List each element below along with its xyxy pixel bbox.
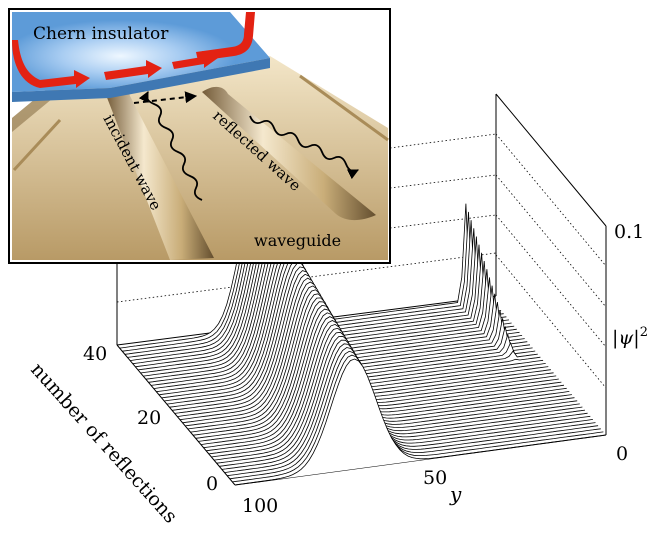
r-tick-20: 20 (137, 407, 161, 429)
waterfall-trace (234, 358, 607, 486)
waterfall-trace (221, 339, 593, 470)
waterfall-trace (213, 327, 586, 461)
waveguide-label: waveguide (254, 231, 341, 250)
waterfall-trace (208, 320, 580, 455)
waterfall-trace (203, 312, 575, 449)
trace-fill (179, 278, 551, 420)
z-tick-bottom: 0 (616, 443, 628, 465)
chern-insulator-side (12, 58, 270, 102)
incident-wave-arrow (138, 91, 203, 201)
waterfall-trace (229, 350, 601, 480)
edge-state-arrows (12, 12, 255, 88)
reflected-wave-arrow (249, 115, 359, 180)
waterfall-trace (211, 323, 583, 458)
z-tick-top: 0.1 (614, 221, 644, 243)
slab-groove-right (299, 74, 389, 142)
z-axis-label: |ψ|2 (612, 325, 648, 349)
incident-ridge (106, 89, 214, 260)
waterfall-trace (224, 343, 596, 473)
y-axis-label: y (449, 482, 462, 506)
r-tick-40: 40 (83, 343, 107, 365)
waveguide-slab (12, 56, 388, 260)
waterfall-trace (232, 354, 604, 483)
chern-insulator-label: Chern insulator (33, 24, 169, 44)
gridlines (116, 133, 607, 389)
reflected-ridge (202, 86, 376, 221)
waterfall-trace (200, 308, 572, 445)
slab-groove-left (12, 118, 62, 172)
r-tick-0: 0 (206, 473, 218, 495)
waterfall-traces (119, 189, 607, 486)
waterfall-trace (195, 301, 567, 439)
waterfall-trace (227, 347, 599, 477)
y-tick-100: 100 (242, 495, 278, 517)
waterfall-trace (198, 304, 570, 442)
r-axis-label: number of reflections (26, 359, 181, 528)
trace-fill (185, 285, 557, 426)
trace-fill (177, 274, 549, 417)
waterfall-trace (206, 316, 578, 452)
waterfall-trace (219, 335, 591, 467)
trace-fill (235, 359, 606, 485)
y-tick-50: 50 (423, 467, 447, 489)
inset-illustration: Chern insulator incident wave reflected … (8, 8, 391, 264)
waterfall-plot: 0.1 0 |ψ|2 100 50 y 40 20 0 number of re… (26, 93, 648, 528)
trace-fill (182, 282, 554, 423)
waterfall-trace (216, 331, 588, 464)
